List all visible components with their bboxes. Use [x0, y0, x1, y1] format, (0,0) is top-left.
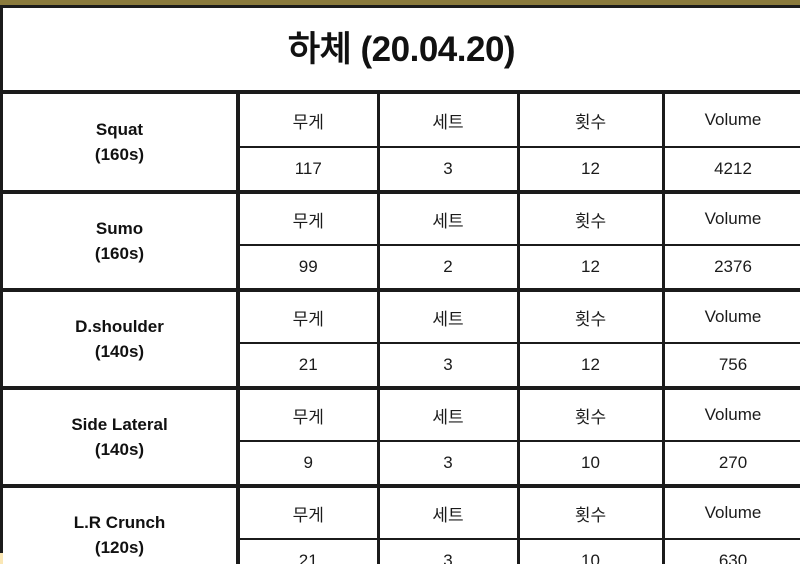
value-volume: 2376 — [663, 245, 800, 292]
value-sets: 3 — [378, 539, 520, 564]
value-reps: 12 — [518, 147, 665, 194]
value-volume: 4212 — [663, 147, 800, 194]
exercise-rest-time: (140s) — [94, 440, 145, 459]
value-weight: 99 — [238, 245, 380, 292]
table-row: Squat (160s) 무게 세트 횟수 Volume 117 3 12 42… — [3, 94, 800, 194]
exercise-name: L.R Crunch — [73, 512, 166, 532]
exercise-header-row: D.shoulder (140s) 무게 세트 횟수 Volume — [3, 290, 800, 390]
header-weight: 무게 — [238, 486, 380, 540]
table-row: D.shoulder (140s) 무게 세트 횟수 Volume 21 3 1… — [3, 290, 800, 390]
exercise-value-row: 21 3 12 756 — [3, 343, 800, 390]
header-reps: 횟수 — [518, 290, 665, 344]
header-weight: 무게 — [238, 94, 380, 148]
value-weight: 117 — [238, 147, 380, 194]
workout-table: Squat (160s) 무게 세트 횟수 Volume 117 3 12 42… — [3, 94, 800, 564]
value-sets: 2 — [378, 245, 520, 292]
exercise-rest-time: (160s) — [94, 244, 145, 263]
exercise-value-row: 21 3 10 630 — [3, 539, 800, 564]
header-sets: 세트 — [378, 290, 520, 344]
value-sets: 3 — [378, 147, 520, 194]
exercise-value-row: 99 2 12 2376 — [3, 245, 800, 292]
header-weight: 무게 — [238, 192, 380, 246]
value-reps: 12 — [518, 245, 665, 292]
header-sets: 세트 — [378, 94, 520, 148]
header-reps: 횟수 — [518, 94, 665, 148]
workout-sheet: 하체 (20.04.20) Squat (160s) 무게 세트 — [0, 5, 800, 564]
table-row: Side Lateral (140s) 무게 세트 횟수 Volume 9 3 … — [3, 388, 800, 488]
value-volume: 270 — [663, 441, 800, 488]
exercise-header-row: L.R Crunch (120s) 무게 세트 횟수 Volume — [3, 486, 800, 564]
exercise-rest-time: (120s) — [94, 538, 145, 557]
exercise-value-row: 117 3 12 4212 — [3, 147, 800, 194]
header-volume: Volume — [663, 192, 800, 246]
header-reps: 횟수 — [518, 192, 665, 246]
header-weight: 무게 — [238, 388, 380, 442]
value-reps: 10 — [518, 441, 665, 488]
value-reps: 10 — [518, 539, 665, 564]
exercise-value-row: 9 3 10 270 — [3, 441, 800, 488]
exercise-name-cell: Side Lateral (140s) — [3, 388, 240, 488]
header-sets: 세트 — [378, 388, 520, 442]
value-reps: 12 — [518, 343, 665, 390]
header-weight: 무게 — [238, 290, 380, 344]
exercise-name-cell: L.R Crunch (120s) — [3, 486, 240, 564]
value-weight: 9 — [238, 441, 380, 488]
table-row: Sumo (160s) 무게 세트 횟수 Volume 99 2 12 2376 — [3, 192, 800, 292]
header-volume: Volume — [663, 290, 800, 344]
header-sets: 세트 — [378, 486, 520, 540]
exercise-name: Sumo — [95, 218, 144, 238]
header-sets: 세트 — [378, 192, 520, 246]
value-sets: 3 — [378, 343, 520, 390]
exercise-name: Side Lateral — [71, 414, 168, 434]
top-accent-strip — [0, 0, 800, 5]
value-sets: 3 — [378, 441, 520, 488]
value-volume: 630 — [663, 539, 800, 564]
header-reps: 횟수 — [518, 486, 665, 540]
header-volume: Volume — [663, 388, 800, 442]
exercise-name: Squat — [95, 119, 144, 139]
table-row: L.R Crunch (120s) 무게 세트 횟수 Volume 21 3 1… — [3, 486, 800, 564]
exercise-rest-time: (160s) — [94, 145, 145, 164]
value-weight: 21 — [238, 539, 380, 564]
header-volume: Volume — [663, 486, 800, 540]
exercise-header-row: Sumo (160s) 무게 세트 횟수 Volume — [3, 192, 800, 292]
value-weight: 21 — [238, 343, 380, 390]
page-title: 하체 (20.04.20) — [287, 29, 516, 69]
exercise-name-cell: D.shoulder (140s) — [3, 290, 240, 390]
exercise-name-cell: Squat (160s) — [3, 94, 240, 194]
value-volume: 756 — [663, 343, 800, 390]
exercise-name: D.shoulder — [75, 316, 164, 336]
exercise-header-row: Squat (160s) 무게 세트 횟수 Volume — [3, 94, 800, 194]
title-row: 하체 (20.04.20) — [3, 8, 800, 94]
exercise-header-row: Side Lateral (140s) 무게 세트 횟수 Volume — [3, 388, 800, 488]
header-reps: 횟수 — [518, 388, 665, 442]
exercise-name-cell: Sumo (160s) — [3, 192, 240, 292]
exercise-rest-time: (140s) — [94, 342, 145, 361]
header-volume: Volume — [663, 94, 800, 148]
